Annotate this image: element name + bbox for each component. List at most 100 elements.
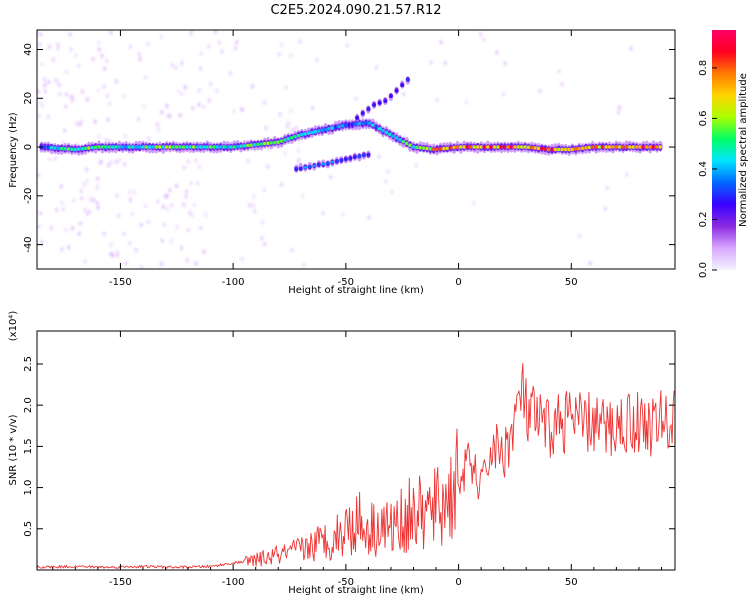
noise-cell bbox=[47, 79, 51, 85]
band-core bbox=[372, 103, 376, 107]
band-core bbox=[648, 145, 653, 149]
noise-cell bbox=[58, 91, 62, 97]
band-core bbox=[567, 147, 571, 152]
noise-cell bbox=[146, 219, 150, 225]
colorbar-tick-label: 0.8 bbox=[698, 60, 709, 76]
noise-cell bbox=[377, 154, 381, 159]
band-core bbox=[330, 126, 335, 130]
band-core bbox=[374, 125, 379, 129]
colorbar-gradient bbox=[712, 30, 736, 270]
noise-cell bbox=[115, 250, 120, 255]
band-core bbox=[353, 156, 357, 159]
noise-cell bbox=[127, 240, 132, 246]
x-tick-label: -100 bbox=[222, 577, 245, 588]
band-core bbox=[557, 147, 561, 152]
band-core bbox=[550, 147, 554, 152]
noise-cell bbox=[220, 49, 224, 54]
noise-cell bbox=[91, 56, 95, 62]
band-core bbox=[574, 147, 578, 151]
noise-cell bbox=[78, 221, 82, 226]
band-core bbox=[348, 156, 353, 160]
noise-cell bbox=[163, 194, 167, 199]
band-core bbox=[366, 153, 371, 156]
band-core bbox=[317, 129, 321, 133]
noise-cell bbox=[43, 81, 48, 87]
noise-cell bbox=[289, 53, 293, 58]
band-core bbox=[530, 145, 534, 150]
noise-cell bbox=[184, 194, 188, 199]
band-core bbox=[178, 145, 182, 149]
band-core bbox=[546, 147, 551, 152]
noise-cell bbox=[102, 84, 106, 89]
noise-cell bbox=[616, 110, 621, 115]
noise-cell bbox=[84, 167, 89, 172]
noise-cell bbox=[310, 105, 315, 110]
band-core bbox=[321, 162, 326, 166]
band-core bbox=[489, 145, 494, 149]
noise-cell bbox=[178, 113, 182, 118]
band-core bbox=[475, 145, 480, 149]
y-tick-label: 2.0 bbox=[23, 397, 34, 413]
band-core bbox=[617, 145, 622, 149]
band-core bbox=[245, 143, 250, 148]
band-core bbox=[563, 147, 568, 152]
y-tick-label: 1.5 bbox=[23, 438, 34, 454]
band-core bbox=[144, 145, 149, 149]
noise-cell bbox=[202, 104, 206, 110]
snr-ylabel: SNR (10 * v/v) bbox=[8, 414, 19, 485]
band-core bbox=[506, 145, 510, 149]
noise-cell bbox=[61, 206, 65, 212]
band-core bbox=[232, 145, 237, 149]
band-core bbox=[303, 166, 308, 169]
band-core bbox=[333, 125, 338, 130]
x-tick-label: 0 bbox=[455, 277, 461, 288]
band-core bbox=[218, 145, 223, 149]
noise-cell bbox=[435, 98, 439, 103]
noise-cell bbox=[472, 201, 476, 206]
noise-cell bbox=[240, 107, 245, 112]
noise-cell bbox=[174, 183, 179, 189]
band-core bbox=[191, 145, 196, 149]
colorbar-ticks: 0.0 0.2 0.4 0.6 0.8 bbox=[698, 60, 717, 278]
band-core bbox=[151, 145, 155, 149]
noise-cell bbox=[190, 213, 195, 218]
band-core bbox=[658, 145, 663, 149]
noise-cell bbox=[204, 212, 208, 218]
band-core bbox=[513, 145, 517, 149]
noise-cell bbox=[37, 89, 40, 94]
noise-cell bbox=[197, 102, 201, 107]
band-core bbox=[56, 146, 61, 151]
noise-cell bbox=[199, 225, 203, 231]
band-core bbox=[445, 146, 450, 151]
noise-cell bbox=[215, 88, 219, 93]
band-core bbox=[421, 146, 426, 150]
band-core bbox=[614, 145, 619, 149]
band-core bbox=[286, 137, 291, 141]
noise-cell bbox=[147, 136, 151, 142]
noise-cell bbox=[185, 258, 189, 263]
noise-cell bbox=[180, 91, 184, 97]
noise-cell bbox=[302, 262, 306, 268]
band-core bbox=[418, 146, 423, 150]
band-core bbox=[638, 145, 642, 149]
band-core bbox=[283, 138, 287, 142]
snr-xlabel: Height of straight line (km) bbox=[288, 585, 424, 596]
noise-cell bbox=[134, 248, 138, 253]
band-core bbox=[384, 130, 389, 135]
noise-cell bbox=[189, 181, 193, 186]
band-core bbox=[259, 142, 264, 146]
noise-cell bbox=[252, 194, 256, 199]
noise-cell bbox=[143, 75, 148, 80]
band-core bbox=[394, 89, 399, 93]
band-core bbox=[553, 147, 558, 152]
noise-cell bbox=[502, 92, 506, 97]
noise-cell bbox=[91, 197, 96, 203]
band-core bbox=[462, 145, 467, 149]
band-core bbox=[273, 140, 277, 145]
noise-cell bbox=[129, 197, 133, 202]
noise-cell bbox=[97, 47, 101, 52]
spectrogram-frame bbox=[36, 29, 676, 270]
band-core bbox=[492, 145, 497, 149]
noise-cell bbox=[260, 220, 265, 225]
